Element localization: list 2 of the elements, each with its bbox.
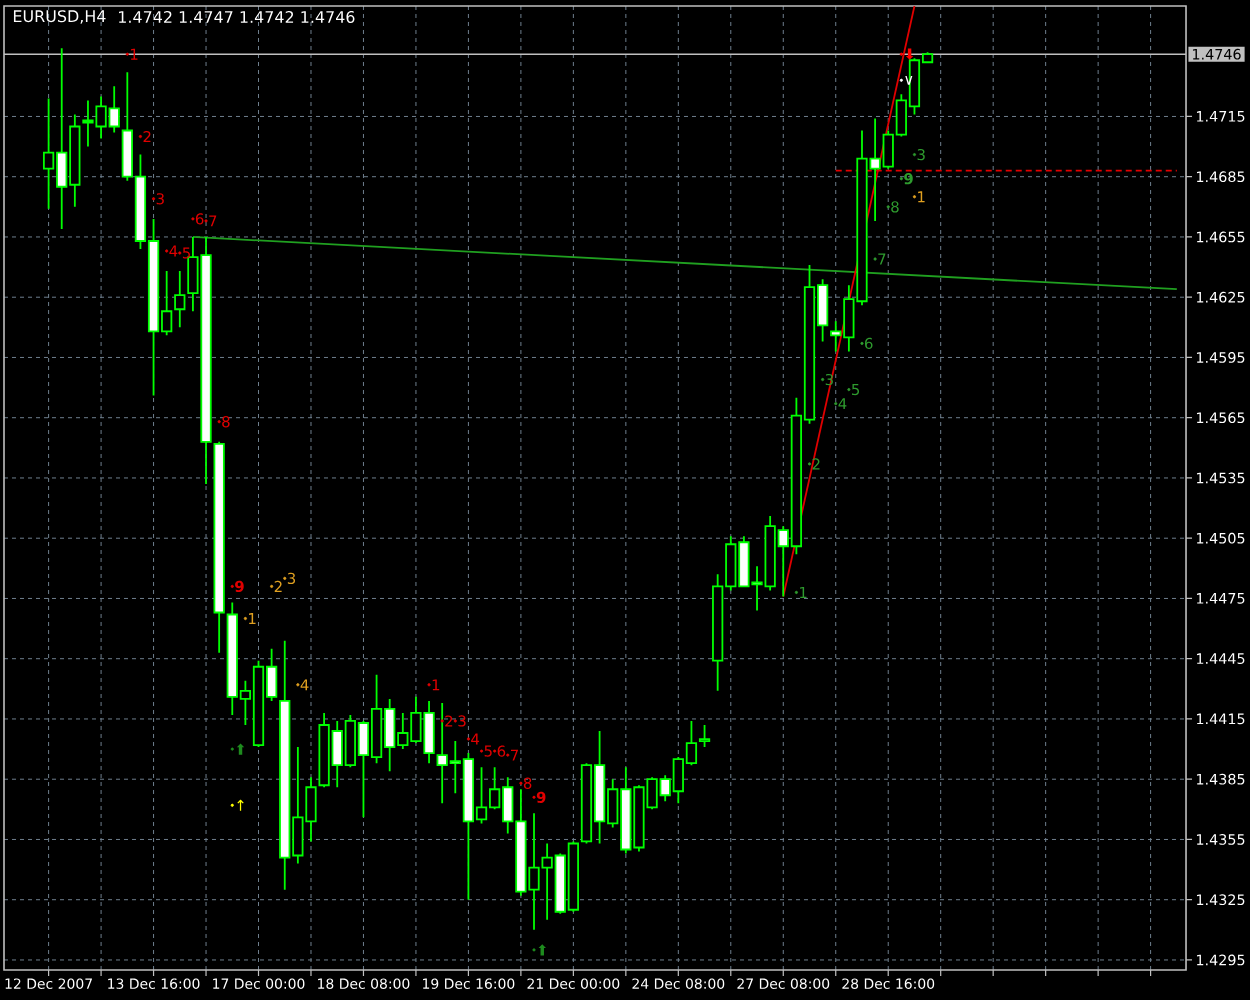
candlestick bbox=[213, 440, 225, 654]
candlestick bbox=[174, 270, 186, 329]
